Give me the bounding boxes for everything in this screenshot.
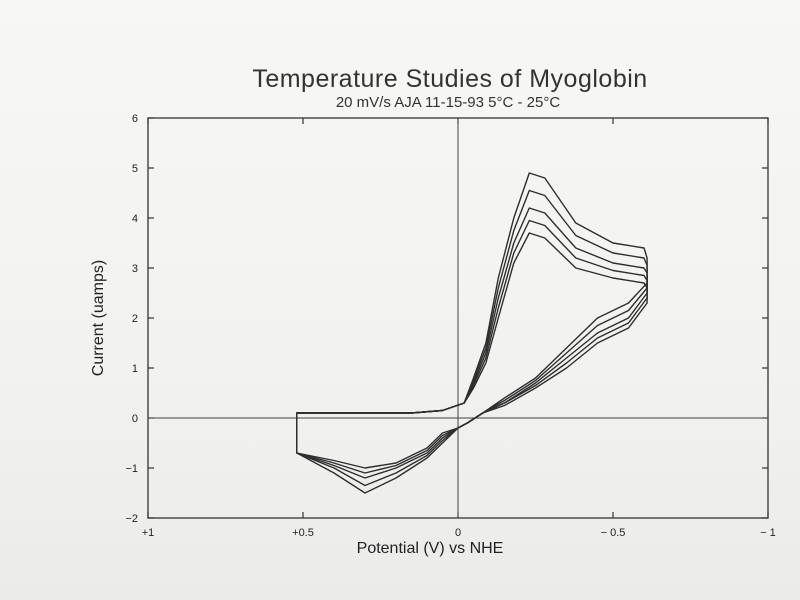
chart-title: Temperature Studies of Myoglobin <box>252 65 647 93</box>
y-tick-label: 4 <box>132 213 138 225</box>
y-tick-label: 5 <box>132 163 138 175</box>
x-tick-label: +1 <box>142 527 155 539</box>
zero-lines <box>148 118 768 518</box>
chart-subtitle: 20 mV/s AJA 11-15-93 5°C - 25°C <box>336 94 560 111</box>
voltammogram-curve-1 <box>296 172 648 494</box>
x-tick-label: − 1 <box>760 527 776 539</box>
y-tick-label: 0 <box>132 413 138 425</box>
voltammogram-curve-4 <box>296 219 648 474</box>
y-tick-label: 6 <box>132 113 138 125</box>
y-tick-label: −2 <box>125 513 138 525</box>
x-axis-label: Potential (V) vs NHE <box>357 540 504 557</box>
y-axis-label: Current (uamps) <box>90 260 107 376</box>
x-tick-label: +0.5 <box>292 527 314 539</box>
y-tick-label: 1 <box>132 363 138 375</box>
y-tick-label: 2 <box>132 313 138 325</box>
x-tick-label: − 0.5 <box>601 527 626 539</box>
voltammogram-curve-5 <box>296 232 648 469</box>
data-series <box>296 172 648 494</box>
y-tick-label: −1 <box>125 463 138 475</box>
axis-ticks: −2 −1 0 1 2 3 4 5 6 +1 +0.5 0 − 0.5 − 1 <box>125 113 775 539</box>
y-tick-label: 3 <box>132 263 138 275</box>
x-tick-label: 0 <box>455 527 461 539</box>
voltammogram-curve-3 <box>296 207 648 479</box>
voltammogram-curve-2 <box>296 189 648 487</box>
